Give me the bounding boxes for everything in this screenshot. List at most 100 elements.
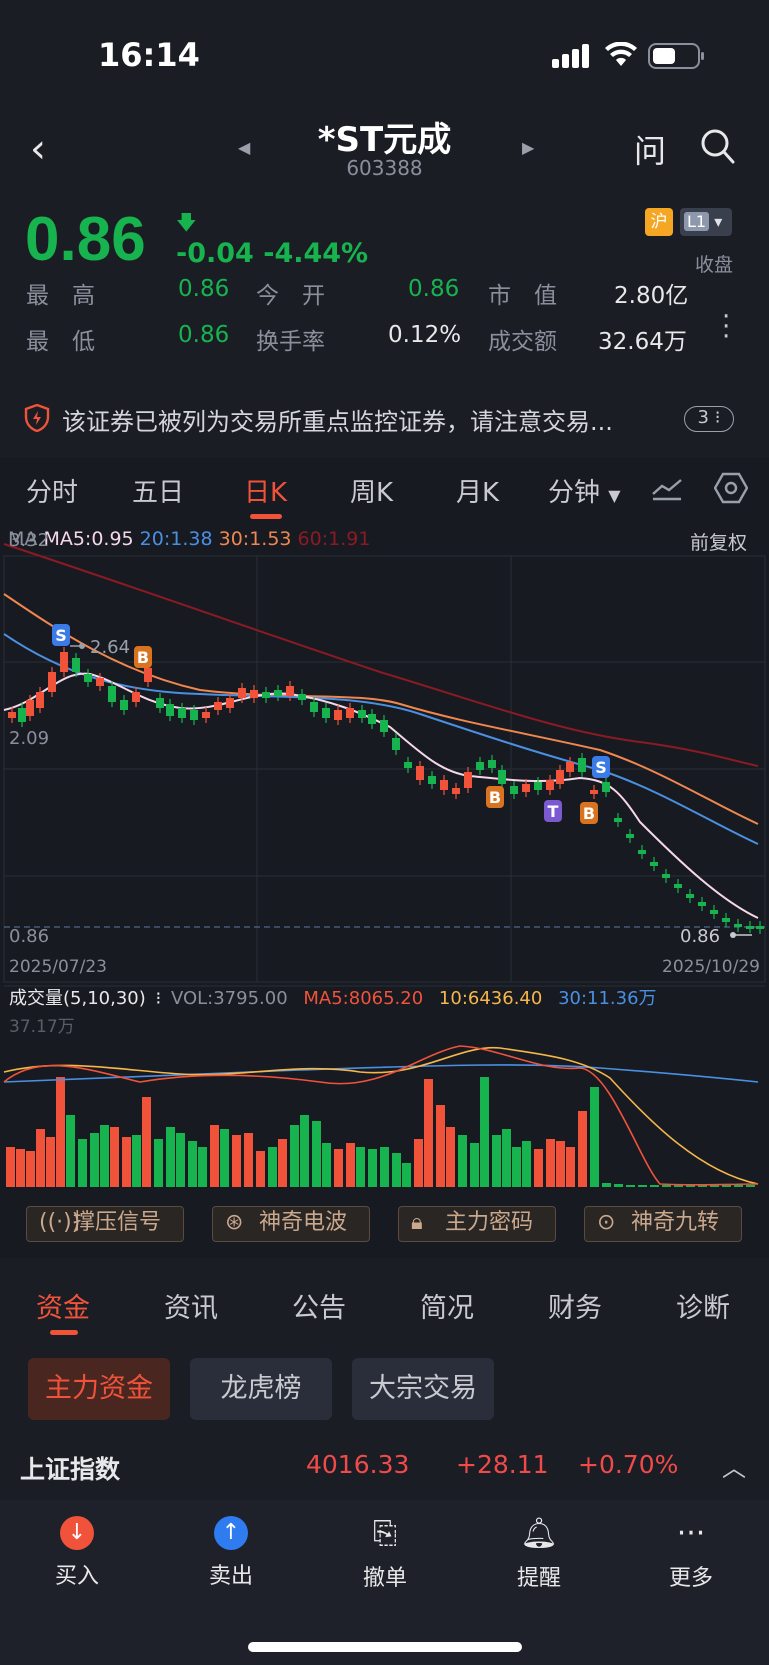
volume-bar — [356, 1147, 365, 1187]
tab-weekly-k[interactable]: 周K — [350, 478, 394, 508]
candle-body — [238, 688, 246, 698]
kline-chart-panel[interactable]: MA MA5:0.95 20:1.38 30:1.53 60:1.91 前复权 … — [0, 522, 769, 1192]
volume-bar — [722, 1185, 731, 1187]
tab-minute[interactable]: 分钟 ▼ — [548, 472, 621, 509]
volume-bar — [674, 1185, 683, 1187]
cancel-order-button[interactable]: ⎘ 撤单 — [340, 1516, 430, 1592]
candle-body — [734, 924, 742, 927]
candle-body — [36, 692, 44, 708]
warning-count-badge[interactable]: 3 ⁝ — [684, 406, 734, 432]
volume-bar — [26, 1151, 35, 1187]
indicator-line-icon[interactable] — [650, 474, 684, 502]
quote-panel: 0.86 🡇 -0.04 -4.44% 沪 L1 ▾ 收盘 最 高 0.86 今… — [0, 192, 769, 450]
chevron-up-icon[interactable]: ︿ — [722, 1454, 746, 1482]
open-value: 0.86 — [408, 276, 460, 302]
marker-buy-letter: B — [583, 804, 595, 823]
volume-bar — [220, 1129, 229, 1187]
main-force-code-button[interactable]: 🔒︎ 主力密码 — [398, 1206, 556, 1242]
volume-axis-max: 37.17万 — [9, 1017, 75, 1037]
volume-legend-dots: ⁝ — [155, 988, 161, 1009]
candle-body — [674, 884, 682, 888]
index-ticker-row[interactable]: 上证指数 4016.33 +28.11 +0.70% ︿ — [0, 1442, 769, 1494]
market-status: 收盘 — [695, 254, 734, 276]
y-label-mid: 2.09 — [9, 728, 49, 749]
candle-body — [322, 708, 330, 718]
back-button[interactable]: ‹ — [30, 126, 46, 172]
more-button[interactable]: ··· 更多 — [646, 1516, 736, 1592]
ma5-line — [3, 672, 759, 919]
candle-body — [190, 710, 198, 720]
subtab-block-trade[interactable]: 大宗交易 — [352, 1358, 494, 1420]
alert-button[interactable]: 🔔︎ 提醒 — [494, 1516, 584, 1592]
candle-body — [286, 686, 294, 696]
volume-bar — [232, 1135, 241, 1187]
price-change: -0.04 -4.44% — [176, 238, 368, 269]
kline-period-tabs: 分时 五日 日K 周K 月K 分钟 ▼ — [0, 458, 769, 522]
tab-news[interactable]: 资讯 — [164, 1293, 218, 1324]
change-percent: -4.44% — [263, 238, 369, 269]
tab-financials[interactable]: 财务 — [548, 1293, 602, 1324]
candle-body — [144, 668, 152, 682]
battery-icon — [648, 43, 704, 69]
level-selector[interactable]: L1 ▾ — [680, 208, 732, 236]
signal-label: 神奇九转 — [631, 1210, 720, 1235]
tab-intraday[interactable]: 分时 — [26, 478, 79, 508]
volume-bar — [100, 1125, 109, 1187]
volume-bar — [686, 1185, 695, 1187]
volume-legend-title: 成交量(5,10,30) — [9, 988, 146, 1009]
next-stock-icon[interactable]: ▶ — [522, 138, 535, 157]
tab-monthly-k[interactable]: 月K — [456, 478, 500, 508]
buy-button[interactable]: ↓ 买入 — [32, 1516, 122, 1590]
subtab-dragon-tiger[interactable]: 龙虎榜 — [190, 1358, 332, 1420]
volume-legend: 成交量(5,10,30) ⁝ VOL:3795.00 MA5:8065.20 1… — [9, 988, 657, 1009]
volume-bar — [16, 1149, 25, 1187]
sell-button[interactable]: ↑ 卖出 — [186, 1516, 276, 1590]
more-vertical-icon[interactable]: · · · — [722, 302, 731, 352]
candle-body — [18, 708, 26, 722]
tab-funds[interactable]: 资金 — [36, 1293, 90, 1324]
marker-sell-letter: S — [55, 626, 67, 645]
tab-diagnosis[interactable]: 诊断 — [676, 1293, 730, 1324]
down-arrow-icon: 🡇 — [176, 210, 197, 234]
magic-wave-button[interactable]: ⊛ 神奇电波 — [212, 1206, 370, 1242]
support-resistance-button[interactable]: ((·)) 撑压信号 — [26, 1206, 184, 1242]
prev-stock-icon[interactable]: ◀ — [238, 138, 251, 157]
ma30-line — [3, 593, 759, 825]
volume-bar — [334, 1149, 343, 1187]
ma60-line — [3, 543, 759, 767]
candle-body — [48, 672, 56, 692]
amount-label: 成交额 — [488, 329, 557, 355]
magic-nine-button[interactable]: ⊙ 神奇九转 — [584, 1206, 742, 1242]
candle-body — [440, 780, 448, 790]
index-change: +28.11 — [456, 1450, 549, 1479]
candle-body — [556, 770, 564, 784]
index-change-percent: +0.70% — [578, 1450, 679, 1479]
ma60-value: 60:1.91 — [297, 528, 371, 550]
settings-hex-icon[interactable] — [714, 472, 748, 504]
tab-announcements[interactable]: 公告 — [292, 1293, 346, 1324]
tab-profile[interactable]: 简况 — [420, 1293, 474, 1324]
tab-daily-k[interactable]: 日K — [244, 478, 288, 508]
candle-body — [368, 714, 376, 724]
adjust-mode[interactable]: 前复权 — [690, 532, 748, 554]
volume-bar — [698, 1185, 707, 1187]
wifi-icon — [605, 42, 637, 66]
subtab-main-funds[interactable]: 主力资金 — [28, 1358, 170, 1420]
ask-button[interactable]: 问 — [634, 132, 667, 170]
candle-body — [710, 910, 718, 914]
volume-bar — [446, 1127, 455, 1187]
volume-bar — [436, 1105, 445, 1187]
vol-ma5-line — [3, 1045, 759, 1186]
volume-bar — [480, 1077, 489, 1187]
volume-bar — [90, 1133, 99, 1187]
candle-body — [334, 710, 342, 720]
tab-five-day[interactable]: 五日 — [132, 478, 185, 508]
candle-body — [262, 692, 270, 698]
candle-body — [686, 894, 694, 898]
candle-body — [26, 700, 34, 716]
risk-warning-bar[interactable]: 该证券已被列为交易所重点监控证券，请注意交易... 3 ⁝ — [0, 380, 769, 452]
volume-bar — [402, 1163, 411, 1187]
candle-body — [346, 708, 354, 718]
search-icon[interactable] — [700, 128, 736, 166]
volume-bar — [638, 1185, 647, 1187]
